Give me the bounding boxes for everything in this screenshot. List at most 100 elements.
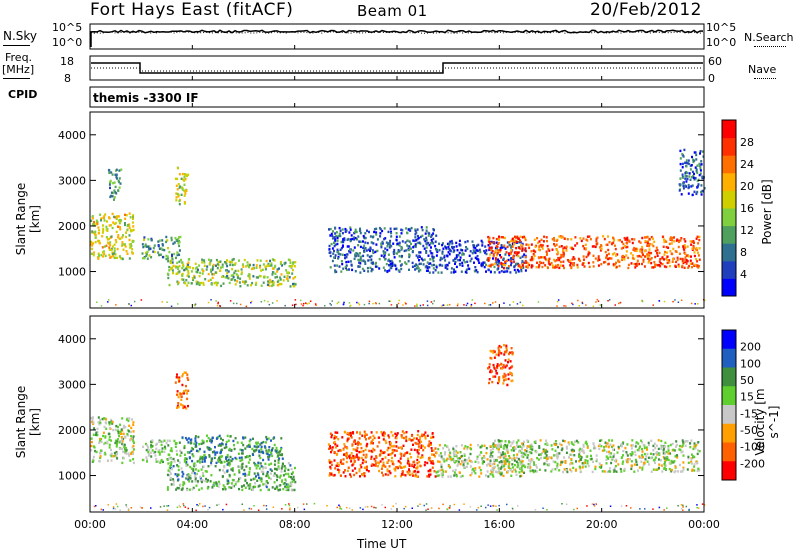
heatmap-cell (401, 254, 403, 258)
heatmap-cell (491, 450, 494, 454)
heatmap-cell (664, 441, 667, 444)
heatmap-cell (106, 228, 109, 231)
heatmap-cell (260, 284, 263, 287)
heatmap-cell (416, 433, 419, 437)
heatmap-cell (505, 378, 508, 381)
heatmap-cell (516, 251, 519, 255)
heatmap-cell (187, 173, 190, 176)
heatmap-cell (513, 239, 516, 242)
heatmap-cell (505, 259, 508, 262)
heatmap-cell (149, 247, 152, 250)
heatmap-cell (414, 474, 417, 478)
heatmap-cell (90, 416, 93, 420)
heatmap-cell (607, 300, 609, 302)
heatmap-cell (161, 301, 163, 303)
heatmap-cell (152, 246, 155, 250)
heatmap-cell (329, 467, 332, 470)
heatmap-cell (287, 486, 290, 489)
heatmap-cell (233, 271, 236, 274)
heatmap-cell (130, 507, 133, 509)
heatmap-cell (361, 434, 364, 437)
heatmap-cell (90, 219, 93, 222)
heatmap-cell (485, 249, 488, 252)
heatmap-cell (187, 389, 190, 393)
heatmap-cell (424, 461, 427, 464)
heatmap-cell (281, 462, 284, 466)
heatmap-cell (495, 237, 498, 241)
heatmap-cell (405, 439, 408, 443)
heatmap-cell (635, 264, 638, 267)
heatmap-cell (557, 299, 560, 301)
heatmap-cell (387, 473, 390, 477)
heatmap-cell (647, 443, 650, 447)
heatmap-cell (410, 242, 412, 246)
heatmap-cell (352, 249, 355, 252)
heatmap-cell (300, 303, 303, 305)
heatmap-cell (235, 457, 238, 461)
heatmap-cell (423, 258, 426, 261)
heatmap-cell (120, 219, 123, 222)
heatmap-cell (416, 256, 419, 259)
heatmap-cell (354, 228, 357, 231)
heatmap-cell (666, 455, 669, 459)
heatmap-cell (193, 276, 196, 279)
heatmap-cell (631, 241, 634, 245)
heatmap-cell (250, 300, 253, 303)
heatmap-cell (655, 451, 658, 454)
heatmap-cell (396, 252, 398, 255)
range-tick-label: 3000 (58, 378, 86, 391)
heatmap-cell (544, 469, 547, 472)
heatmap-cell (379, 460, 382, 463)
heatmap-cell (243, 484, 245, 487)
heatmap-cell (285, 487, 288, 490)
heatmap-cell (180, 451, 183, 454)
heatmap-cell (220, 442, 223, 445)
heatmap-cell (187, 441, 190, 444)
heatmap-cell (438, 460, 441, 464)
heatmap-cell (175, 256, 177, 260)
heatmap-cell (682, 184, 685, 188)
heatmap-cell (357, 244, 360, 247)
heatmap-cell (663, 265, 666, 268)
heatmap-cell (496, 471, 498, 474)
heatmap-cell (436, 248, 438, 252)
heatmap-cell (262, 281, 265, 284)
heatmap-cell (621, 240, 623, 244)
heatmap-cell (507, 258, 510, 262)
heatmap-cell (681, 450, 684, 453)
heatmap-cell (691, 193, 694, 196)
heatmap-cell (97, 239, 100, 243)
heatmap-cell (695, 168, 698, 171)
heatmap-cell (185, 189, 188, 192)
heatmap-cell (634, 453, 637, 457)
heatmap-cell (554, 259, 557, 263)
heatmap-cell (182, 265, 185, 268)
heatmap-cell (186, 438, 189, 441)
heatmap-cell (570, 462, 573, 465)
heatmap-cell (93, 505, 96, 508)
heatmap-cell (562, 460, 565, 463)
heatmap-cell (611, 458, 614, 461)
heatmap-cell (343, 443, 346, 446)
heatmap-cell (515, 240, 518, 244)
heatmap-cell (671, 260, 674, 263)
heatmap-cell (169, 461, 172, 465)
heatmap-cell (178, 260, 181, 263)
heatmap-cell (329, 472, 331, 475)
heatmap-cell (147, 238, 150, 241)
heatmap-cell (668, 467, 671, 471)
heatmap-cell (267, 488, 270, 492)
heatmap-cell (476, 249, 478, 252)
heatmap-cell (648, 244, 651, 248)
heatmap-cell (375, 233, 378, 236)
heatmap-cell (362, 453, 365, 457)
heatmap-cell (118, 169, 121, 172)
heatmap-cell (595, 503, 597, 505)
heatmap-cell (124, 213, 126, 216)
heatmap-cell (572, 256, 575, 259)
heatmap-cell (364, 260, 367, 263)
heatmap-cell (240, 268, 243, 271)
heatmap-cell (338, 226, 341, 230)
heatmap-cell (201, 471, 204, 475)
heatmap-cell (265, 505, 268, 507)
